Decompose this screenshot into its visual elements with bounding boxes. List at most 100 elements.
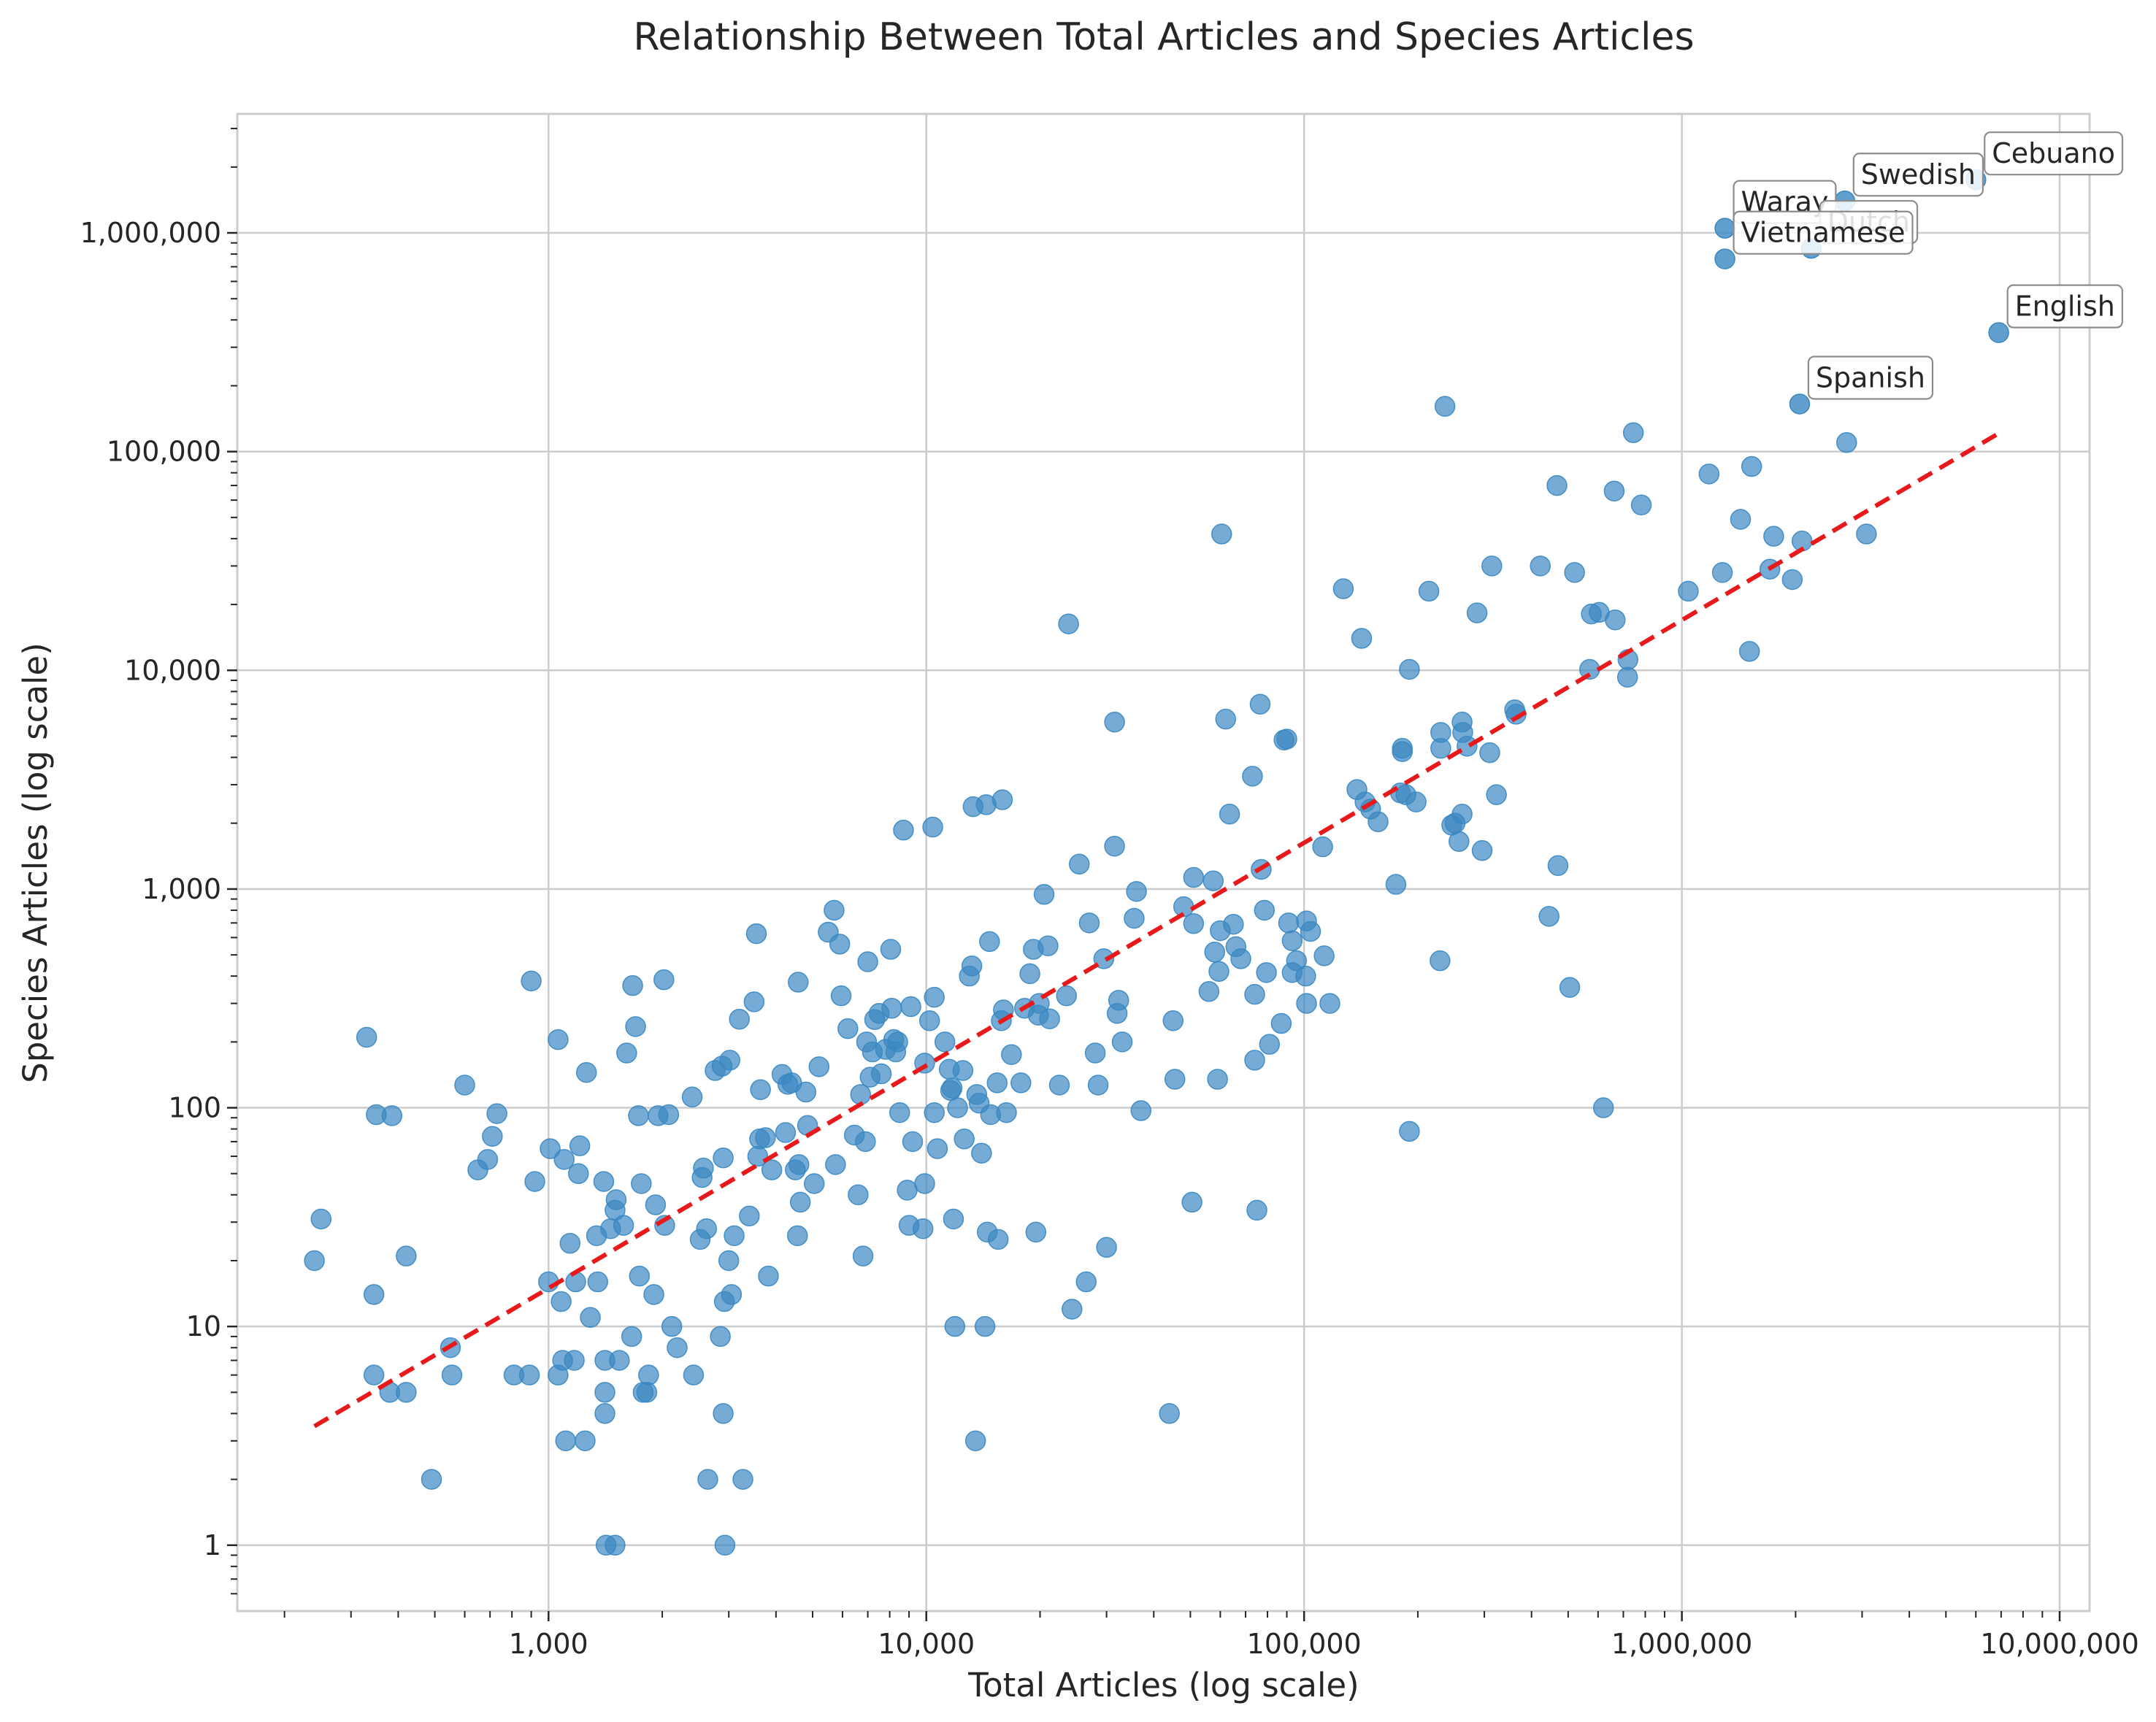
scatter-point [852,1245,874,1266]
scatter-point [718,1250,740,1272]
scatter-point [743,991,765,1012]
scatter-point [697,1469,718,1490]
scatter-point [870,1063,892,1085]
scatter-point [1111,1031,1133,1053]
annotation-label: Vietnamese [1741,217,1906,249]
scatter-point [941,1077,963,1099]
scatter-point [1564,562,1585,583]
scatter-point [609,1350,630,1371]
scatter-point [363,1284,385,1305]
scatter-point [1087,1075,1109,1096]
scatter-point [605,1534,626,1556]
scatter-point [1300,920,1321,942]
scatter-point [310,1208,332,1230]
scatter-point [850,1084,871,1105]
scatter-point [1481,556,1503,577]
scatter-point [381,1105,403,1126]
scatter-point [808,1056,830,1077]
scatter-point [1405,791,1427,812]
scatter-point [683,1364,705,1385]
point-annotations: CebuanoSwedishWarayDutchVietnameseEnglis… [1714,131,2124,415]
scatter-point [1630,494,1652,516]
scatter-point [1207,1069,1228,1090]
scatter-point [1605,609,1626,631]
scatter-point [587,1271,609,1293]
scatter-point [979,931,1000,953]
scatter-point [613,1215,634,1236]
annotation-box [1807,355,1934,400]
scatter-point [521,970,542,992]
scatter-point [1223,913,1244,935]
scatter-point [927,1138,948,1159]
scatter-point [625,1016,646,1037]
annotation-box [2006,284,2123,328]
scatter-point [943,1208,964,1230]
scatter-point [631,1173,652,1194]
scatter-point [829,934,851,955]
scatter-point [1256,962,1277,983]
scatter-point [1312,836,1333,858]
scatter-point [761,1159,783,1180]
scatter-point [1039,1008,1060,1029]
scatter-point [775,1122,797,1143]
scatter-point [1001,1044,1022,1065]
scatter-point [553,1149,575,1170]
scatter-point [540,1138,561,1159]
scatter-point [964,1430,986,1452]
scatter-point [1678,580,1699,602]
scatter-point [924,986,945,1008]
annotation-spanish: Spanish [1789,355,1934,415]
annotated-point [1714,248,1735,269]
scatter-point [636,1382,658,1403]
scatter-point [739,1205,760,1227]
scatter-point [681,1086,703,1108]
y-tick-labels: 1 10 100 1,000 10,000 100,000 1,000,000 [80,217,237,1561]
scatter-point [628,1105,649,1126]
scatter-point [622,975,643,996]
annotation-swedish: Swedish [1834,153,1984,212]
scatter-point [1286,950,1308,972]
scatter-point [1399,1121,1420,1142]
scatter-point [616,1042,637,1064]
annotation-box [1984,131,2124,176]
scatter-point [1538,906,1560,927]
scatter-point [1698,464,1720,485]
scatter-point [568,1163,589,1184]
scatter-point [658,1104,680,1126]
scatter-point [1367,811,1389,833]
scatter-point [1244,983,1265,1005]
scatter-point [1126,880,1147,902]
scatter-point [1159,1403,1180,1424]
scatter-point [1738,641,1760,662]
scatter-point [900,996,921,1018]
scatter-point [1062,1299,1083,1320]
scatter-point [729,1008,750,1030]
scatter-point [912,1218,934,1239]
scatter-point [653,969,675,991]
scatter-point [1616,666,1638,688]
scatter-point [1466,602,1488,623]
annotation-english: English [1988,284,2123,343]
scatter-point [1546,474,1568,496]
scatter-point [441,1364,463,1385]
scatter-point [1104,711,1125,733]
scatter-point [1856,523,1877,545]
scatter-point [944,1315,966,1337]
scatter-point [1075,1271,1097,1293]
annotation-cebuano: Cebuano [1965,131,2124,191]
scatter-point [550,1291,572,1312]
scatter-point [1592,1097,1614,1118]
scatter-point [1781,569,1803,591]
chart-title: Relationship Between Total Articles and … [633,15,1694,59]
scatter-point [1430,737,1451,759]
scatter-point [1130,1100,1151,1121]
scatter-point [1019,963,1040,985]
scatter-point [1108,990,1129,1011]
scatter-point [594,1403,615,1424]
x-tick-label: 1,000 [509,1628,588,1660]
x-tick-label: 1,000,000 [1611,1628,1752,1660]
scatter-point [569,1135,591,1156]
scatter-point [559,1232,581,1254]
scatter-point [643,1284,664,1305]
scatter-point [629,1265,651,1287]
